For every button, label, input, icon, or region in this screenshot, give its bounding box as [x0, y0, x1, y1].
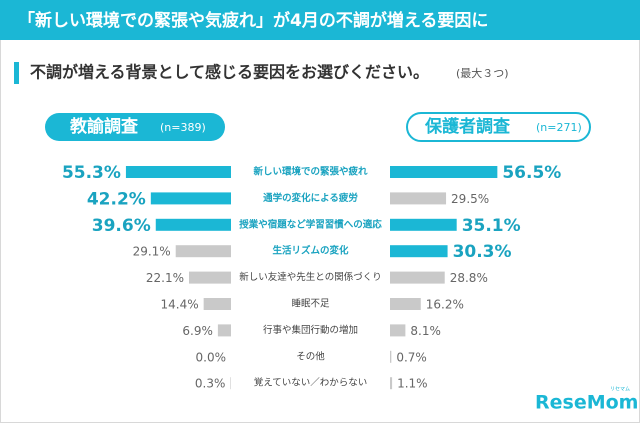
banner [0, 0, 640, 40]
category-label: その他 [296, 350, 325, 362]
value-label: 22.1% [146, 271, 184, 285]
value-label: 39.6% [92, 216, 151, 236]
value-label: 30.3% [453, 242, 512, 262]
category-label: 行事や集団行動の増加 [263, 324, 358, 336]
category-label: 授業や宿題など学習習慣への適応 [239, 218, 382, 230]
right-series-sample: (n=271) [536, 121, 582, 134]
category-label: 覚えていない／わからない [254, 377, 368, 389]
bar [230, 377, 231, 390]
bar [390, 350, 392, 363]
bar [189, 271, 231, 284]
value-label: 0.7% [396, 350, 427, 364]
bar [150, 192, 231, 205]
bar [390, 166, 498, 178]
banner-title: 「新しい環境での緊張や気疲れ」が4月の不調が増える要因に [18, 10, 488, 31]
category-label: 睡眠不足 [291, 298, 330, 310]
category-label: 新しい友達や先生との関係づくり [239, 271, 381, 283]
right-pill [406, 112, 591, 142]
right-series-name: 保護者調査 [424, 116, 511, 137]
logo-ruby: リセマム [610, 387, 630, 393]
value-label: 6.9% [182, 324, 213, 338]
left-series-sample: (n=389) [160, 121, 206, 134]
center-column [233, 158, 388, 398]
question-bar [14, 62, 19, 84]
bar [390, 298, 421, 310]
category-label: 新しい環境での緊張や疲れ [253, 166, 368, 178]
left-pill [45, 113, 225, 141]
question-text: 不調が増える背景として感じる要因をお選びください。 [30, 63, 429, 82]
value-label: 0.0% [196, 350, 227, 364]
bar [390, 218, 457, 231]
left-series-name: 教諭調査 [69, 116, 139, 137]
value-label: 8.1% [410, 324, 441, 338]
bar [390, 245, 448, 258]
question-note: (最大３つ) [456, 66, 509, 80]
bar [217, 324, 231, 337]
value-label: 42.2% [87, 189, 146, 209]
bar [390, 271, 445, 284]
bar [155, 218, 231, 231]
category-label: 通学の変化による疲労 [263, 192, 358, 204]
bar [203, 298, 231, 310]
value-label: 29.5% [451, 192, 489, 206]
value-label: 55.3% [62, 163, 121, 183]
value-label: 56.5% [502, 163, 561, 183]
bar [390, 192, 447, 205]
logo: ReseMom [535, 392, 638, 414]
value-label: 0.3% [195, 377, 226, 391]
value-label: 16.2% [426, 298, 464, 312]
value-label: 1.1% [397, 377, 428, 391]
bar [390, 324, 406, 337]
value-label: 35.1% [462, 216, 521, 236]
category-label: 生活リズムの変化 [272, 245, 349, 257]
value-label: 29.1% [133, 245, 171, 259]
bar [125, 166, 231, 178]
bar [390, 377, 393, 390]
value-label: 28.8% [450, 271, 488, 285]
bar [175, 245, 231, 258]
value-label: 14.4% [161, 298, 199, 312]
